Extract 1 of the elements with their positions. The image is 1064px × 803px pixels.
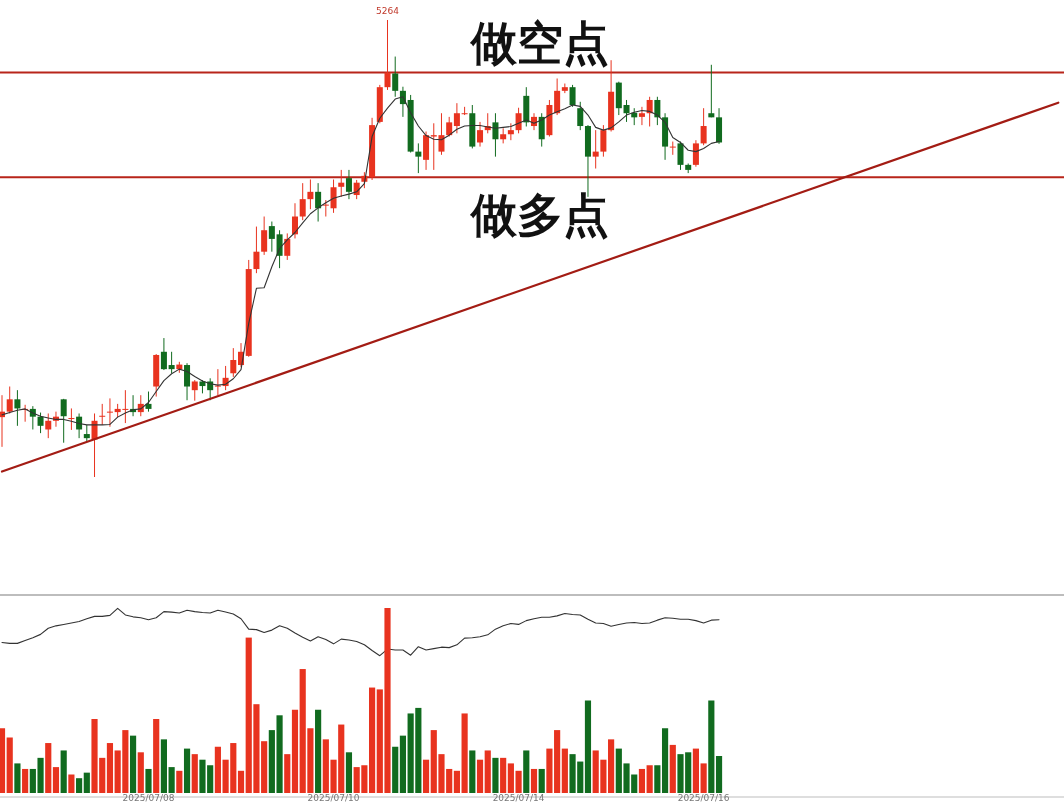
annotation: 5264 [376, 6, 399, 16]
